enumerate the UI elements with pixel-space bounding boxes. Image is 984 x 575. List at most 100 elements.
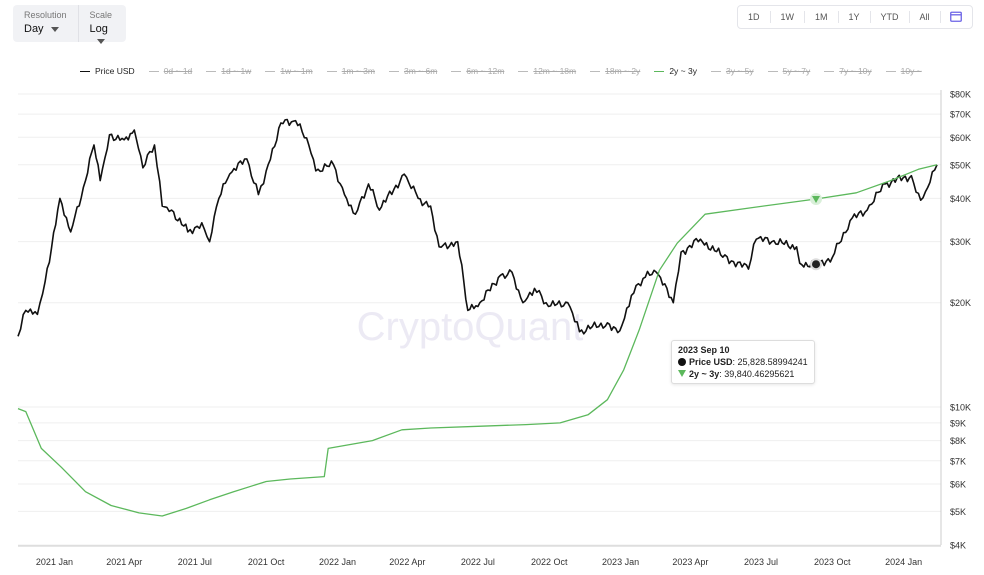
band-2y-3y-line [17, 164, 938, 517]
legend-item[interactable]: 0d ~ 1d [148, 66, 193, 76]
y-tick-label: $30K [950, 237, 971, 247]
chart-legend: Price USD 0d ~ 1d 1d ~ 1w 1w ~ 1m 1m ~ 3m 3m … [80, 66, 936, 76]
legend-line-icon [885, 70, 896, 72]
legend-label: 7y ~ 10y [839, 66, 872, 76]
legend-item[interactable]: 6m ~ 12m [451, 66, 504, 76]
x-tick-label: 2021 Oct [248, 557, 285, 567]
price-marker-icon [678, 358, 686, 366]
range-all-button[interactable]: All [910, 11, 941, 23]
legend-label: 1w ~ 1m [280, 66, 313, 76]
legend-item[interactable]: 3m ~ 6m [389, 66, 437, 76]
x-tick-label: 2021 Jul [178, 557, 212, 567]
legend-item[interactable]: 1m ~ 3m [326, 66, 375, 76]
tooltip-price-label: Price USD [689, 357, 733, 367]
range-selector: 1D 1W 1M 1Y YTD All [737, 5, 973, 29]
resolution-select[interactable]: Resolution Day [13, 5, 78, 42]
y-tick-label: $40K [950, 194, 971, 204]
resolution-label: Resolution [24, 10, 67, 20]
legend-label: 1m ~ 3m [341, 66, 375, 76]
legend-label: 18m ~ 2y [605, 66, 641, 76]
x-tick-label: 2021 Apr [106, 557, 142, 567]
y-tick-label: $10K [950, 403, 971, 413]
y-tick-label: $70K [950, 110, 971, 120]
band-highlight-point [812, 195, 821, 203]
legend-item[interactable]: 1d ~ 1w [206, 66, 251, 76]
legend-item[interactable]: 12m ~ 18m [518, 66, 576, 76]
x-tick-label: 2022 Oct [531, 557, 568, 567]
scale-value: Log [89, 23, 108, 35]
legend-label: 10y ~ [900, 66, 922, 76]
x-tick-label: 2021 Jan [36, 557, 73, 567]
watermark: CryptoQuant [357, 305, 584, 349]
range-1w-button[interactable]: 1W [771, 11, 806, 23]
legend-line-icon [265, 70, 276, 72]
legend-label: 3y ~ 5y [725, 66, 754, 76]
y-tick-label: $7K [950, 456, 966, 466]
chart-settings: Resolution Day Scale Log [13, 5, 126, 44]
legend-line-icon [767, 70, 778, 72]
calendar-icon[interactable] [941, 11, 971, 24]
range-1d-button[interactable]: 1D [738, 11, 771, 23]
legend-line-icon [824, 70, 835, 72]
legend-line-icon [590, 70, 601, 72]
legend-label: 5y ~ 7y [782, 66, 811, 76]
band-marker-icon [678, 370, 686, 377]
y-tick-label: $4K [950, 541, 966, 551]
y-tick-label: $20K [950, 298, 971, 308]
legend-line-icon [326, 70, 337, 72]
x-tick-label: 2023 Jan [602, 557, 639, 567]
y-tick-label: $50K [950, 160, 971, 170]
y-tick-label: $9K [950, 418, 966, 428]
tooltip: 2023 Sep 10 Price USD: 25,828.58994241 2… [671, 340, 815, 384]
y-tick-label: $8K [950, 436, 966, 446]
y-tick-label: $80K [950, 90, 971, 100]
legend-line-icon [451, 70, 462, 72]
tooltip-band-value: 39,840.46295621 [724, 369, 795, 379]
legend-item[interactable]: 5y ~ 7y [767, 66, 811, 76]
legend-label: 6m ~ 12m [466, 66, 505, 76]
legend-item[interactable]: 18m ~ 2y [590, 66, 640, 76]
price-usd-line [17, 118, 938, 337]
legend-label: Price USD [95, 66, 135, 76]
scale-select[interactable]: Scale Log [77, 5, 126, 44]
legend-label: 2y ~ 3y [669, 66, 697, 76]
x-tick-label: 2022 Apr [389, 557, 425, 567]
chevron-down-icon [96, 38, 105, 44]
x-tick-label: 2023 Apr [672, 557, 708, 567]
legend-item[interactable]: Price USD [80, 66, 135, 76]
legend-line-icon [518, 70, 529, 72]
x-tick-label: 2023 Oct [814, 557, 851, 567]
range-1y-button[interactable]: 1Y [839, 11, 871, 23]
legend-item[interactable]: 2y ~ 3y [654, 66, 697, 76]
tooltip-date: 2023 Sep 10 [678, 345, 730, 355]
legend-line-icon [206, 70, 217, 72]
legend-line-icon [80, 70, 90, 72]
legend-label: 1d ~ 1w [221, 66, 252, 76]
legend-label: 3m ~ 6m [404, 66, 438, 76]
price-highlight-point [812, 260, 821, 269]
x-tick-label: 2022 Jul [461, 557, 495, 567]
tooltip-band-label: 2y ~ 3y [689, 369, 720, 379]
legend-line-icon [148, 70, 159, 72]
legend-item[interactable]: 10y ~ [885, 66, 922, 76]
legend-line-icon [710, 70, 721, 72]
resolution-value: Day [24, 23, 44, 35]
legend-label: 12m ~ 18m [533, 66, 577, 76]
x-tick-label: 2022 Jan [319, 557, 356, 567]
legend-item[interactable]: 3y ~ 5y [710, 66, 754, 76]
legend-item[interactable]: 7y ~ 10y [824, 66, 872, 76]
legend-item[interactable]: 1w ~ 1m [265, 66, 313, 76]
legend-line-icon [654, 70, 665, 72]
x-tick-label: 2024 Jan [885, 557, 922, 567]
tooltip-price-value: 25,828.58994241 [737, 357, 808, 367]
scale-label: Scale [89, 10, 113, 20]
range-1m-button[interactable]: 1M [805, 11, 839, 23]
legend-line-icon [389, 70, 399, 72]
chevron-down-icon [50, 26, 59, 32]
y-tick-label: $5K [950, 507, 966, 517]
range-ytd-button[interactable]: YTD [871, 11, 910, 23]
legend-label: 0d ~ 1d [163, 66, 193, 76]
y-tick-label: $60K [950, 133, 971, 143]
y-tick-label: $6K [950, 479, 966, 489]
